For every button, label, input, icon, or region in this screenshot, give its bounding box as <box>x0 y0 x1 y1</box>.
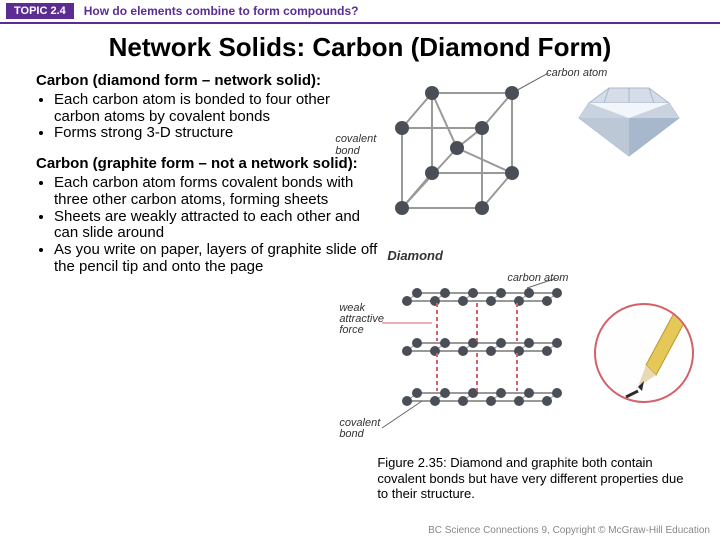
diamond-bond-label: covalent bond <box>335 133 376 157</box>
slide-title: Network Solids: Carbon (Diamond Form) <box>0 32 720 63</box>
bullet-item: Each carbon atom is bonded to four other… <box>54 92 377 126</box>
graphite-atom-label: carbon atom <box>507 273 568 284</box>
graphite-diagram: weak attractive force carbon atom covale… <box>377 278 577 448</box>
section2-heading: Carbon (graphite form – not a network so… <box>36 156 377 173</box>
figure-area: carbon atom covalent bond <box>377 73 684 453</box>
pencil-image <box>594 303 694 403</box>
figure-column: carbon atom covalent bond <box>377 73 684 502</box>
diamond-lattice-diagram: carbon atom covalent bond <box>377 73 557 253</box>
graphite-weak-label: weak attractive force <box>339 303 384 336</box>
graphite-svg <box>377 278 577 448</box>
figure-caption: Figure 2.35: Diamond and graphite both c… <box>377 455 684 502</box>
topic-badge: TOPIC 2.4 <box>6 3 74 19</box>
topic-question: How do elements combine to form compound… <box>84 4 359 18</box>
copyright-footer: BC Science Connections 9, Copyright © Mc… <box>428 525 710 536</box>
bullet-item: Each carbon atom forms covalent bonds wi… <box>54 175 377 209</box>
bullet-item: Forms strong 3-D structure <box>54 125 377 142</box>
section1-heading: Carbon (diamond form – network solid): <box>36 73 377 90</box>
bullet-item: As you write on paper, layers of graphit… <box>54 242 377 276</box>
section2-bullets: Each carbon atom forms covalent bonds wi… <box>36 175 377 276</box>
graphite-bond-label: covalent bond <box>339 418 380 440</box>
diamond-gem-image <box>569 78 689 158</box>
content-area: Carbon (diamond form – network solid): E… <box>0 73 720 502</box>
bullet-item: Sheets are weakly attracted to each othe… <box>54 209 377 243</box>
top-bar: TOPIC 2.4 How do elements combine to for… <box>0 0 720 24</box>
text-column: Carbon (diamond form – network solid): E… <box>36 73 377 502</box>
section1-bullets: Each carbon atom is bonded to four other… <box>36 92 377 142</box>
diamond-subtitle: Diamond <box>387 248 443 263</box>
diamond-lattice-svg <box>377 73 557 253</box>
